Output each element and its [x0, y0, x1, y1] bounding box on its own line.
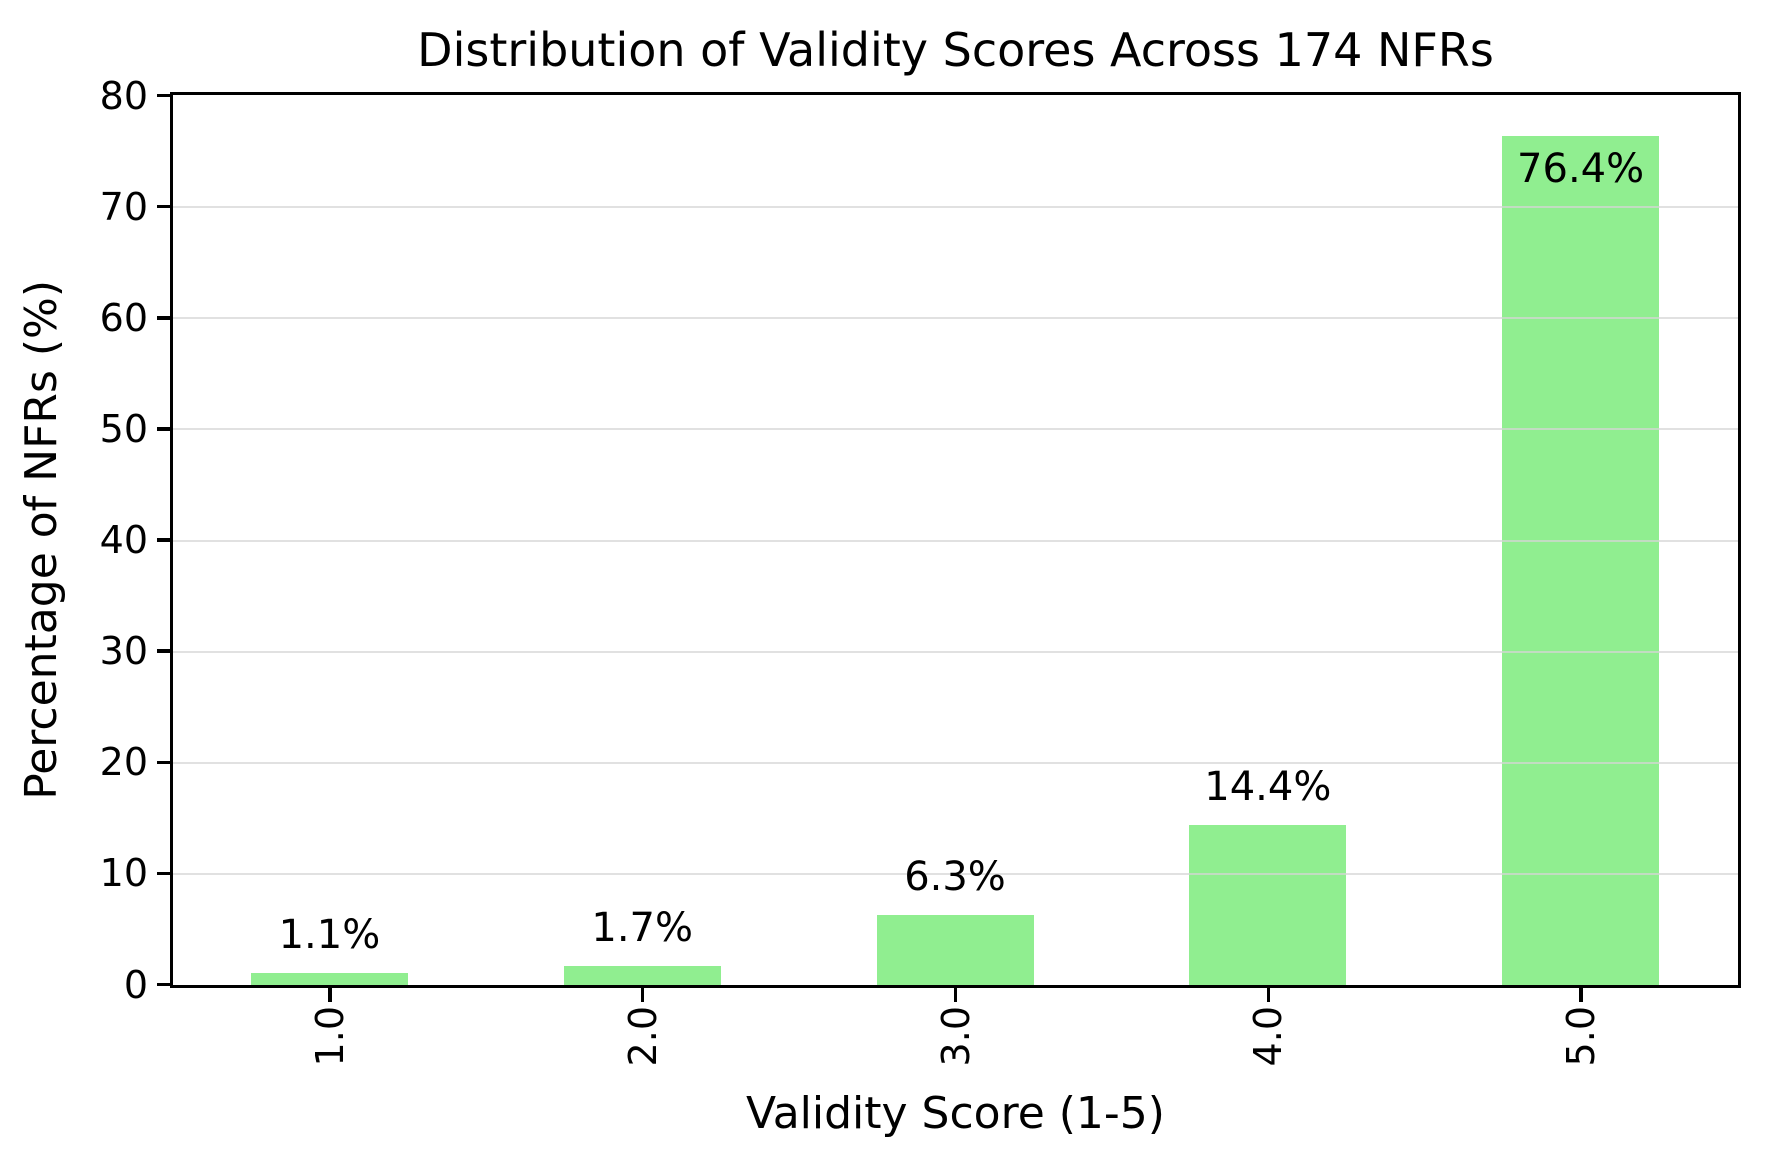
y-tick [157, 204, 170, 209]
bar-value-label: 14.4% [1204, 763, 1332, 810]
x-tick [1579, 988, 1583, 1002]
x-tick-label: 4.0 [1246, 1006, 1291, 1067]
bar [563, 966, 721, 985]
y-tick-label: 50 [99, 406, 148, 451]
y-tick-label: 10 [99, 851, 148, 896]
gridline [173, 872, 1738, 875]
y-tick [157, 93, 170, 98]
y-tick-label: 0 [123, 962, 148, 1007]
y-tick-label: 20 [99, 740, 148, 785]
y-tick-label: 60 [99, 295, 148, 340]
y-tick-label: 30 [99, 629, 148, 674]
bar [250, 972, 408, 985]
x-tick [953, 988, 958, 1002]
x-tick-label: 1.0 [307, 1006, 352, 1067]
y-tick [157, 982, 170, 987]
bar-value-label: 1.1% [278, 911, 381, 958]
gridline [173, 428, 1738, 431]
y-tick [157, 760, 170, 764]
bar-value-label: 76.4% [1517, 146, 1645, 192]
y-tick-label: 70 [99, 184, 148, 229]
x-tick-label: 2.0 [620, 1006, 665, 1067]
chart-title: Distribution of Validity Scores Across 1… [417, 23, 1494, 77]
bar-value-label: 1.7% [591, 905, 693, 952]
x-tick [1266, 988, 1271, 1002]
plot-inner: 1.1% 1.7% 6.3% 14.4% 76.4% [173, 95, 1738, 985]
y-tick [157, 538, 170, 542]
bar [876, 915, 1034, 985]
y-tick [157, 427, 170, 431]
plot-area: 1.1% 1.7% 6.3% 14.4% 76.4% [170, 92, 1741, 988]
gridline [173, 650, 1738, 653]
gridline [173, 206, 1738, 209]
y-tick [157, 649, 170, 653]
y-tick-label: 80 [99, 73, 148, 118]
gridline [173, 539, 1738, 542]
bar [1189, 824, 1347, 985]
bar [1502, 136, 1660, 985]
bar-value-label: 6.3% [904, 854, 1006, 900]
x-tick-label: 3.0 [933, 1006, 978, 1067]
x-tick [640, 988, 645, 1002]
x-axis-label: Validity Score (1-5) [746, 1088, 1165, 1139]
gridline [173, 761, 1738, 764]
x-tick-label: 5.0 [1559, 1006, 1604, 1067]
x-tick [328, 988, 332, 1002]
y-tick [157, 871, 170, 876]
gridline [173, 317, 1738, 320]
y-tick-label: 40 [99, 518, 148, 562]
y-tick [157, 316, 170, 320]
